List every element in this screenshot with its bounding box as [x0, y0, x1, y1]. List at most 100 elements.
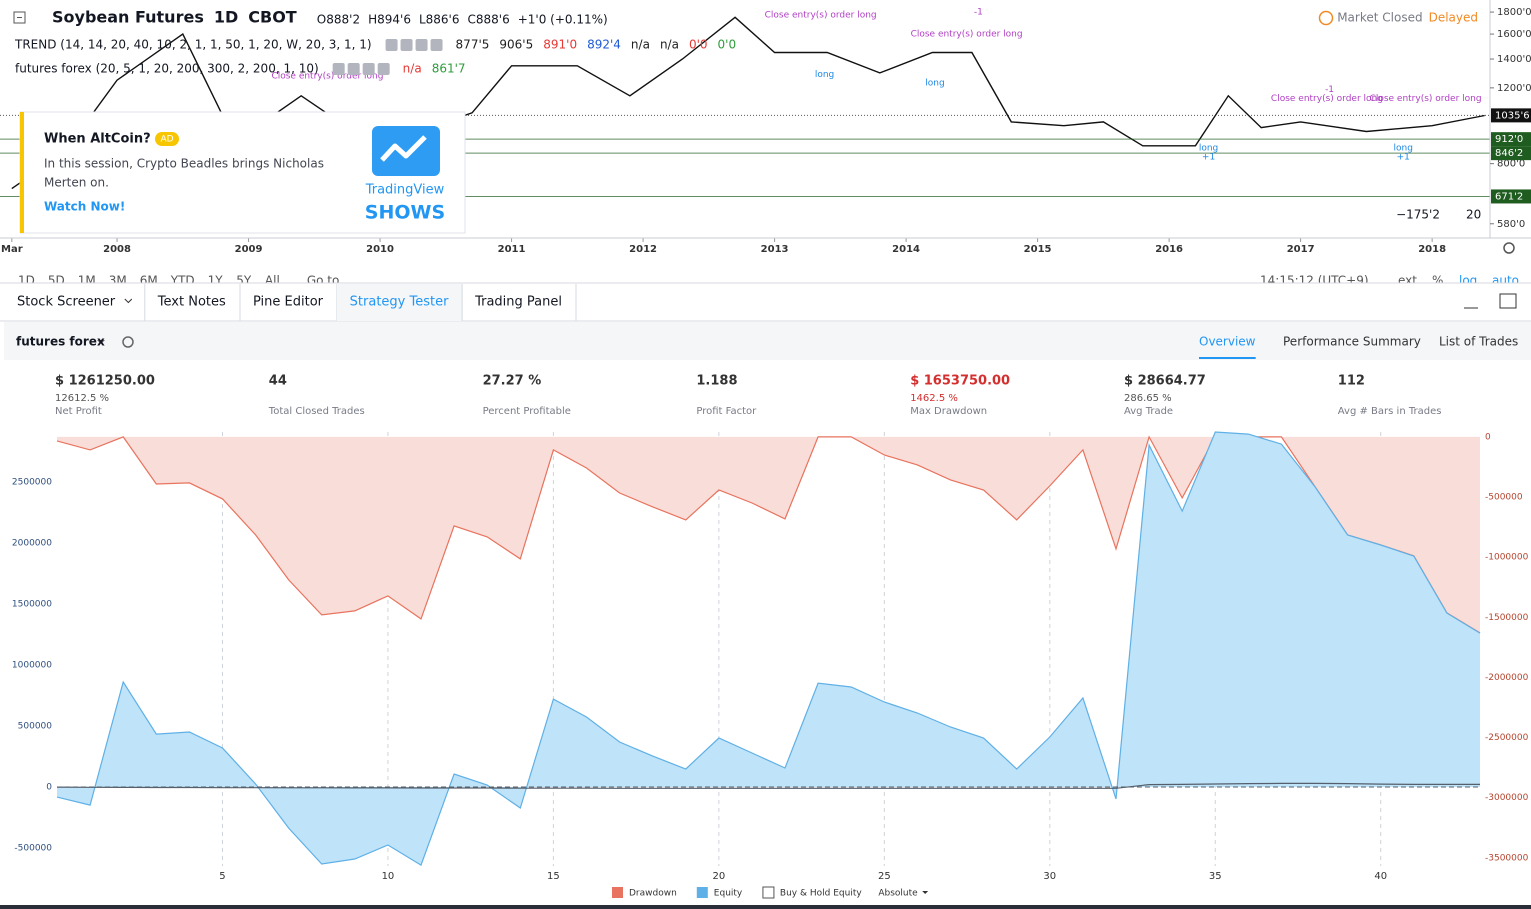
- indicator-value: 891'0: [543, 38, 577, 52]
- symbol: Soybean Futures: [52, 8, 204, 27]
- x-tick-label: 15: [547, 871, 560, 882]
- indicator-value: n/a: [403, 62, 422, 76]
- strategy-name[interactable]: futures forex: [16, 335, 105, 349]
- indicator-name: futures forex (20, 5, 1, 20, 200, 300, 2…: [15, 62, 319, 76]
- date-tick-label: 2016: [1155, 244, 1183, 255]
- indicator-button[interactable]: [385, 39, 398, 51]
- ad-show: SHOWS: [365, 202, 445, 224]
- indicator-button[interactable]: [362, 63, 375, 75]
- indicator-value: 0'0: [718, 38, 737, 52]
- y-tick-label: 0: [46, 783, 52, 793]
- legend-swatch[interactable]: [696, 887, 708, 898]
- maximize-icon[interactable]: [1499, 293, 1517, 309]
- chart-annotation: +1: [1202, 153, 1215, 163]
- measure-bars: 20: [1466, 208, 1481, 222]
- metric-value: $ 1653750.00: [910, 374, 1010, 389]
- strategy-settings[interactable]: [122, 336, 134, 348]
- tab[interactable]: Pine Editor: [253, 295, 324, 310]
- x-tick-label: 25: [878, 871, 891, 882]
- metric-label: Net Profit: [55, 406, 102, 417]
- y2-tick-label: -2500000: [1485, 733, 1529, 743]
- settings-icon[interactable]: [1503, 242, 1515, 254]
- price-marker-label: 1035'6: [1495, 110, 1530, 121]
- equity-chart: 5 10 15 20 25 30 35 40 -500000 0 500000 1000000 1500…: [12, 431, 1529, 882]
- metric-value: $ 1261250.00: [55, 374, 155, 389]
- date-tick-label: 2011: [498, 244, 526, 255]
- metric-sub: 12612.5 %: [55, 393, 109, 404]
- indicator-value: 892'4: [587, 38, 621, 52]
- chart-annotation: +1: [1397, 153, 1410, 163]
- date-tick-label: 2010: [366, 244, 394, 255]
- indicator-button[interactable]: [377, 63, 390, 75]
- active-tab-bg: [336, 284, 463, 321]
- legend-swatch[interactable]: [612, 887, 623, 898]
- y2-tick-label: -1500000: [1485, 613, 1529, 623]
- y-tick-label: 500000: [18, 722, 53, 732]
- view-tab[interactable]: Performance Summary: [1283, 335, 1421, 349]
- ad-link[interactable]: Watch Now!: [44, 200, 125, 214]
- price-marker-label: 846'2: [1495, 148, 1523, 159]
- chart-option[interactable]: %: [1432, 274, 1443, 288]
- y-tick-label: 1500000: [12, 600, 52, 610]
- price-tick-label: 1200'0: [1497, 83, 1531, 94]
- price-tick-label: 1400'0: [1497, 54, 1531, 65]
- ohlc-value: L886'6: [419, 13, 460, 27]
- metrics: $ 1261250.00 12612.5 % Net Profit 44 Total C…: [55, 374, 1441, 418]
- tab[interactable]: Trading Panel: [474, 295, 562, 310]
- legend-label: Equity: [714, 889, 743, 899]
- price-tick-label: 1600'0: [1497, 29, 1531, 40]
- metric-value: 112: [1338, 374, 1365, 389]
- y-tick-label: 2500000: [12, 478, 52, 488]
- legend-mode[interactable]: Absolute: [878, 889, 918, 899]
- y2-tick-label: -1000000: [1485, 553, 1529, 563]
- range-bar: [0, 260, 1531, 284]
- metric-label: Total Closed Trades: [268, 406, 365, 417]
- indicator-button[interactable]: [332, 63, 345, 75]
- area-line: [56, 431, 1481, 866]
- legend-swatch[interactable]: [762, 886, 775, 899]
- date-tick-label: 2017: [1287, 244, 1315, 255]
- chart-annotation: long: [1393, 144, 1412, 154]
- price-tick-label: 800'0: [1497, 159, 1525, 170]
- ohlc-value: H894'6: [368, 13, 411, 27]
- tab[interactable]: Stock Screener: [17, 295, 116, 310]
- collapse-icon[interactable]: [13, 11, 26, 24]
- y2-tick-label: -2000000: [1485, 673, 1529, 683]
- metric-value: $ 28664.77: [1124, 374, 1206, 389]
- metric-sub: 286.65 %: [1124, 393, 1172, 404]
- date-tick-label: 2009: [235, 244, 263, 255]
- ad-panel: [19, 111, 466, 234]
- x-tick-label: 30: [1043, 871, 1056, 882]
- chart-annotation: Close entry(s) order long: [1271, 94, 1383, 104]
- tab[interactable]: Text Notes: [157, 295, 226, 310]
- data-status: Delayed: [1429, 11, 1478, 25]
- ad-accent: [20, 112, 24, 233]
- indicator-button[interactable]: [430, 39, 443, 51]
- ohlc-value: O888'2: [317, 13, 360, 27]
- price-marker-label: 671'2: [1495, 191, 1523, 202]
- chart-annotation: -1: [974, 8, 983, 18]
- tab-chevron: [124, 298, 133, 304]
- strategy-header: futures forex Overview Performance Summary…: [16, 335, 1518, 359]
- chart-annotation: Close entry(s) order long: [911, 30, 1023, 40]
- date-tick-label: Mar: [1, 244, 23, 255]
- chart-annotation: long: [1199, 144, 1218, 154]
- metric-value: 44: [269, 374, 287, 389]
- strategy-dropdown[interactable]: [97, 340, 105, 344]
- area-line: [56, 782, 1480, 789]
- indicator-value: 877'5: [456, 38, 490, 52]
- market-status: Market Closed: [1337, 11, 1422, 25]
- indicator-button[interactable]: [415, 39, 428, 51]
- indicator-button[interactable]: [347, 63, 360, 75]
- ad-badge-label: AD: [160, 135, 173, 145]
- date-tick-label: 2012: [629, 244, 657, 255]
- indicator-button[interactable]: [400, 39, 413, 51]
- ohlc-value: C888'6: [468, 13, 510, 27]
- view-tab[interactable]: List of Trades: [1439, 335, 1518, 349]
- chart-annotation: long: [815, 70, 834, 80]
- y2-tick-label: -3000000: [1485, 793, 1529, 803]
- legend-label: Drawdown: [629, 889, 677, 899]
- view-tab[interactable]: Overview: [1199, 335, 1256, 349]
- tab[interactable]: Strategy Tester: [350, 295, 449, 310]
- ad-text: Merten on.: [44, 176, 109, 190]
